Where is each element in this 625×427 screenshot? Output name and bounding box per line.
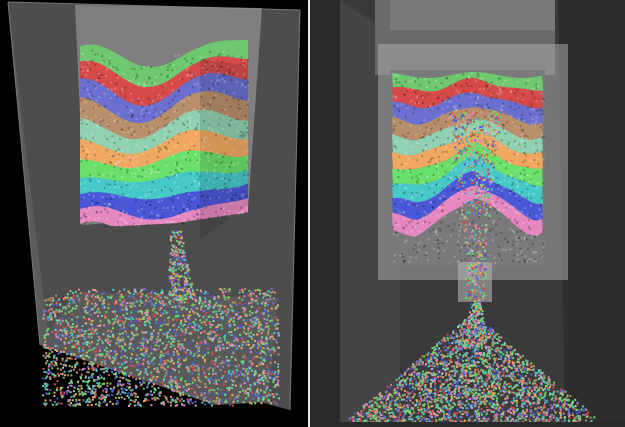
material-layer <box>80 198 248 227</box>
panel-divider <box>308 0 310 427</box>
material-layer <box>392 77 543 109</box>
material-layer <box>392 130 543 170</box>
top-box-inner <box>390 0 555 30</box>
layered-granular-bed <box>80 39 248 227</box>
box-edge-left <box>7 1 41 346</box>
left-simulation-view <box>0 0 308 427</box>
material-layer <box>80 39 248 89</box>
hopper-side-shade <box>200 60 248 240</box>
orifice-particles <box>465 262 487 302</box>
material-layer <box>80 56 248 107</box>
layered-granular-bed <box>392 72 543 237</box>
left-render <box>0 0 308 427</box>
material-layer <box>392 185 543 237</box>
material-layer <box>80 150 248 184</box>
material-layer <box>392 171 543 221</box>
layer-texture <box>80 49 250 228</box>
floor-edge <box>310 422 625 427</box>
material-layer <box>392 107 543 141</box>
material-layer <box>392 92 543 125</box>
box-edges <box>7 1 301 411</box>
material-layer <box>392 156 543 205</box>
material-layer <box>80 183 248 221</box>
material-layer <box>392 142 543 187</box>
left-dark-wall <box>310 0 340 427</box>
right-render <box>310 0 625 427</box>
floor-particle-heap <box>42 288 280 407</box>
material-layer <box>80 90 248 141</box>
mixing-funnel <box>449 110 502 270</box>
material-layer <box>80 109 248 155</box>
right-simulation-view <box>310 0 625 427</box>
material-layer <box>392 119 543 156</box>
material-layer <box>80 129 248 169</box>
layer-texture <box>392 72 545 264</box>
right-dark-wall <box>558 0 625 427</box>
material-layer <box>392 72 543 92</box>
material-layer <box>80 169 248 201</box>
material-layer <box>80 72 248 125</box>
box-left-edge <box>8 2 50 350</box>
